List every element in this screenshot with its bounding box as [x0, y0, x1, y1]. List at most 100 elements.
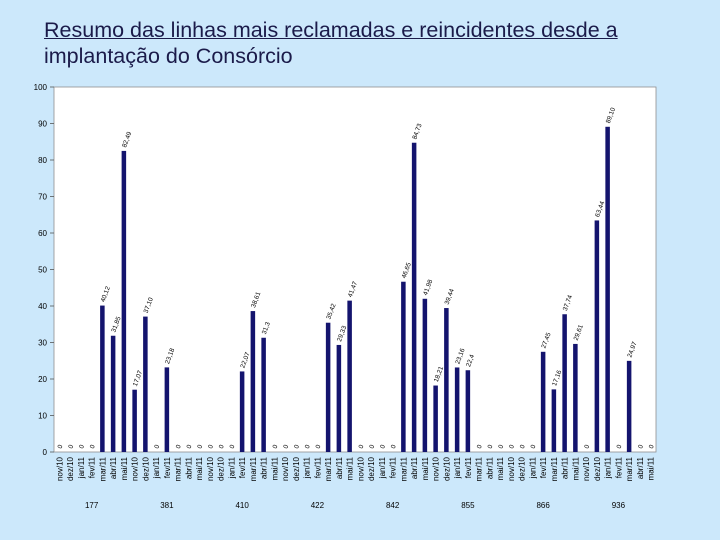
y-tick-label: 40	[38, 302, 47, 311]
x-tick-label: mai/11	[647, 456, 656, 480]
bar	[605, 126, 610, 452]
data-label: 0	[508, 444, 516, 450]
bar	[239, 371, 245, 452]
bar	[100, 305, 105, 452]
y-tick-label: 50	[38, 266, 47, 275]
data-label: 0	[207, 444, 215, 450]
y-tick-label: 0	[43, 448, 48, 457]
x-tick-label: fev/11	[313, 456, 322, 478]
data-label: 0	[616, 444, 624, 450]
data-label: 0	[379, 444, 387, 450]
x-tick-label: nov/10	[356, 456, 365, 481]
data-label: 0	[637, 444, 645, 450]
data-label: 0	[282, 444, 290, 450]
x-tick-label: dez/10	[442, 456, 451, 481]
x-tick-label: dez/10	[367, 456, 376, 481]
bar	[551, 389, 557, 452]
x-tick-label: abr/11	[636, 456, 645, 479]
x-tick-label: mar/11	[475, 456, 484, 481]
slide-title: Resumo das linhas mais reclamadas e rein…	[44, 17, 684, 69]
x-tick-label: fev/11	[389, 456, 398, 478]
x-tick-label: nov/10	[281, 456, 290, 481]
x-tick-label: mai/11	[346, 456, 355, 480]
x-tick-label: jan/11	[453, 456, 462, 479]
x-tick-label: nov/10	[131, 456, 140, 481]
data-label: 0	[519, 444, 527, 450]
x-tick-label: mai/11	[421, 456, 430, 480]
x-tick-label: mar/11	[550, 456, 559, 481]
x-tick-label: dez/10	[518, 456, 527, 481]
x-tick-label: dez/10	[292, 456, 301, 481]
data-label: 31,3	[261, 321, 272, 336]
group-label: 842	[386, 501, 400, 510]
x-tick-label: nov/10	[55, 456, 64, 481]
x-tick-label: mai/11	[571, 456, 580, 480]
y-tick-label: 60	[38, 229, 47, 238]
x-tick-label: mai/11	[195, 456, 204, 480]
bar	[121, 150, 127, 452]
x-tick-label: dez/10	[66, 456, 75, 481]
x-tick-label: abr/11	[260, 456, 269, 479]
x-tick-label: fev/11	[539, 456, 548, 478]
slide-title-line-2: implantação do Consórcio	[44, 44, 293, 68]
x-tick-label: jan/11	[152, 456, 161, 479]
x-tick-label: abr/11	[184, 456, 193, 479]
x-tick-label: jan/11	[378, 456, 387, 479]
data-label: 0	[497, 444, 505, 450]
x-tick-label: fev/11	[614, 456, 623, 478]
x-tick-label: dez/10	[141, 456, 150, 481]
x-tick-label: jan/11	[227, 456, 236, 479]
x-tick-label: mar/11	[249, 456, 258, 481]
bar	[250, 311, 256, 452]
bar	[325, 322, 331, 452]
data-label: 0	[67, 444, 75, 450]
group-label: 936	[612, 501, 626, 510]
bar	[411, 142, 417, 452]
data-label: 0	[218, 444, 226, 450]
bar	[444, 308, 449, 452]
bar	[336, 344, 342, 452]
x-tick-label: mai/11	[496, 456, 505, 480]
x-tick-label: nov/10	[507, 456, 516, 481]
bar	[261, 337, 266, 452]
x-tick-label: mar/11	[174, 456, 183, 481]
x-tick-label: nov/10	[582, 456, 591, 481]
data-label: 0	[272, 444, 280, 450]
bar	[433, 385, 438, 452]
data-label: 0	[175, 444, 183, 450]
x-tick-label: fev/11	[464, 456, 473, 478]
x-tick-label: mar/11	[625, 456, 634, 481]
data-label: 0	[583, 444, 591, 450]
group-label: 410	[235, 501, 249, 510]
y-tick-label: 20	[38, 375, 47, 384]
bar	[401, 281, 406, 452]
data-label: 0	[78, 444, 86, 450]
y-tick-label: 80	[38, 156, 47, 165]
x-tick-label: jan/11	[303, 456, 312, 479]
x-tick-label: mar/11	[399, 456, 408, 481]
data-label: 0	[487, 444, 495, 450]
y-tick-label: 90	[38, 120, 47, 129]
data-label: 0	[358, 444, 366, 450]
bar	[562, 314, 567, 452]
x-tick-label: dez/10	[217, 456, 226, 481]
slide-title-line-1: Resumo das linhas mais reclamadas e rein…	[44, 18, 618, 42]
x-tick-label: nov/10	[432, 456, 441, 481]
bar	[347, 300, 352, 452]
data-label: 0	[57, 444, 65, 450]
bar	[626, 360, 632, 452]
data-label: 0	[186, 444, 194, 450]
data-label: 0	[368, 444, 376, 450]
data-label: 0	[229, 444, 237, 450]
bar	[143, 316, 148, 452]
group-label: 381	[160, 501, 174, 510]
x-tick-label: abr/11	[485, 456, 494, 479]
bar	[132, 389, 137, 452]
bar	[164, 367, 170, 452]
x-tick-label: abr/11	[410, 456, 419, 479]
data-label: 0	[196, 444, 204, 450]
data-label: 0	[153, 444, 161, 450]
x-tick-label: abr/11	[561, 456, 570, 479]
bar	[110, 335, 116, 452]
